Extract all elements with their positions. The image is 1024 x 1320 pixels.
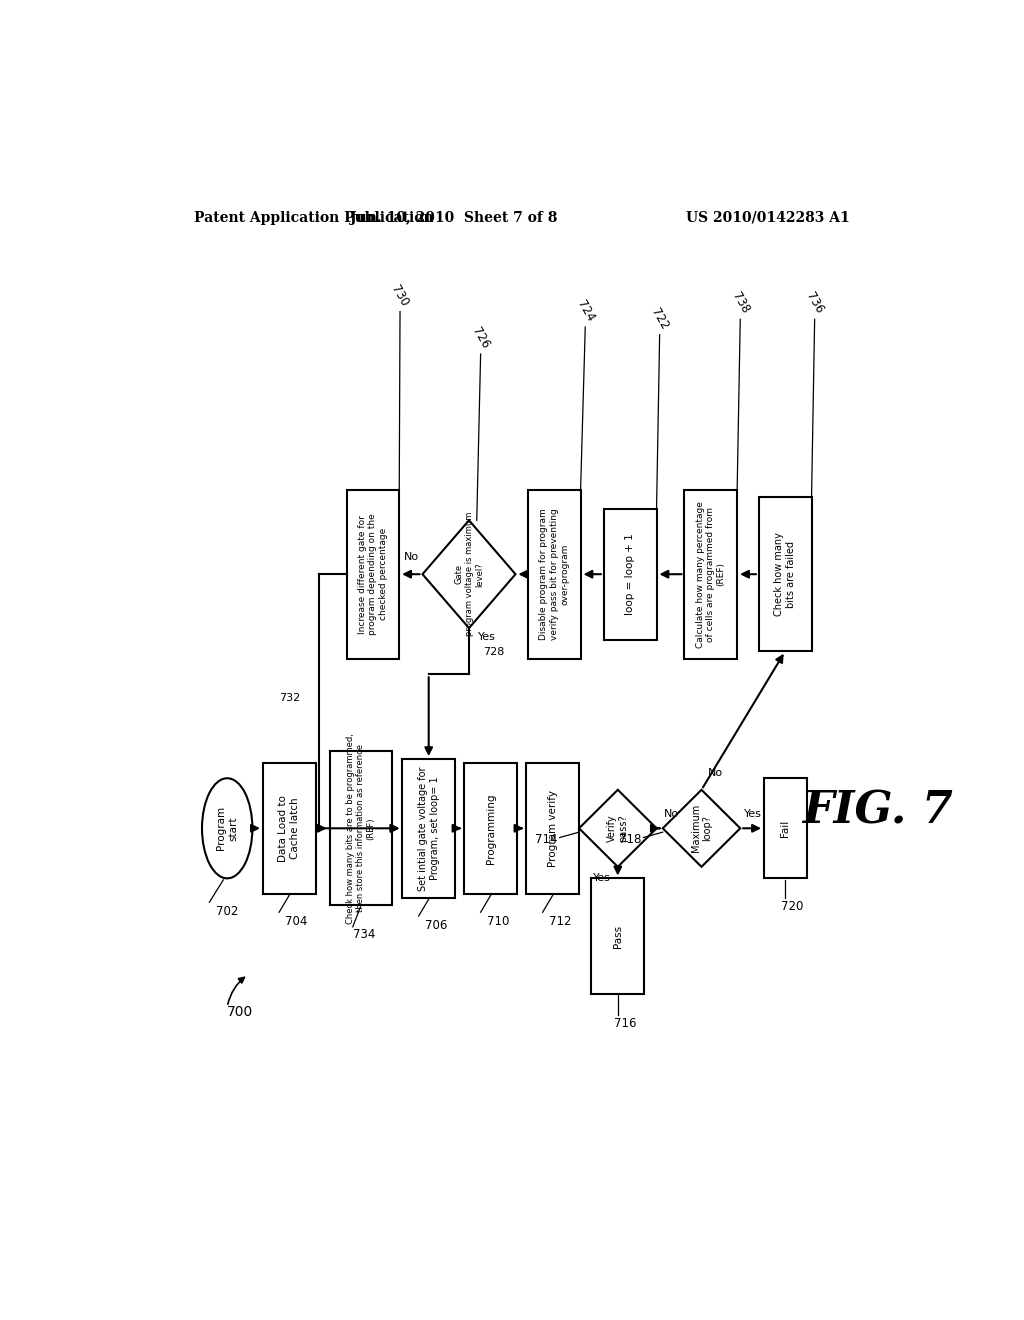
- Text: No: No: [403, 552, 419, 562]
- Text: Yes: Yes: [478, 632, 497, 642]
- Text: 726: 726: [469, 325, 492, 351]
- Bar: [402, 759, 455, 898]
- Text: US 2010/0142283 A1: US 2010/0142283 A1: [686, 211, 850, 224]
- Text: Pass: Pass: [612, 924, 623, 948]
- Bar: [592, 878, 644, 994]
- Ellipse shape: [202, 779, 252, 878]
- Text: 716: 716: [614, 1016, 637, 1030]
- Text: Maximum
loop?: Maximum loop?: [691, 804, 713, 853]
- Text: 702: 702: [216, 906, 238, 919]
- Bar: [528, 490, 581, 659]
- Bar: [263, 763, 315, 894]
- Text: Programming: Programming: [485, 793, 496, 863]
- Text: 712: 712: [549, 915, 571, 928]
- Text: 738: 738: [729, 290, 752, 317]
- Text: Program verify: Program verify: [548, 789, 558, 867]
- Text: Disable program for program
verify pass bit for preventing
over-program: Disable program for program verify pass …: [540, 508, 569, 640]
- Text: Patent Application Publication: Patent Application Publication: [194, 211, 433, 224]
- Text: 718: 718: [618, 833, 641, 846]
- Text: 704: 704: [286, 915, 307, 928]
- Text: Yes: Yes: [593, 873, 611, 883]
- Bar: [684, 490, 737, 659]
- Text: 730: 730: [389, 282, 412, 309]
- Text: 732: 732: [279, 693, 300, 704]
- Text: Set intial gate voltage for
Program, set loop= 1: Set intial gate voltage for Program, set…: [418, 766, 439, 891]
- Text: Data Load to
Cache latch: Data Load to Cache latch: [279, 795, 300, 862]
- Text: Jun. 10, 2010  Sheet 7 of 8: Jun. 10, 2010 Sheet 7 of 8: [350, 211, 557, 224]
- Text: Program
start: Program start: [216, 807, 238, 850]
- Bar: [604, 508, 656, 640]
- Text: 706: 706: [425, 919, 447, 932]
- Text: Check how many bits are to be programmed,
then store this information as referen: Check how many bits are to be programmed…: [346, 733, 376, 924]
- Bar: [759, 498, 812, 651]
- Text: 724: 724: [574, 298, 597, 323]
- Bar: [464, 763, 517, 894]
- Text: Gate
program voltage is maximum
level?: Gate program voltage is maximum level?: [454, 512, 484, 636]
- Text: Fail: Fail: [780, 820, 791, 837]
- Text: Calculate how many percentage
of cells are programmed from
(REF): Calculate how many percentage of cells a…: [696, 500, 726, 648]
- Text: No: No: [665, 809, 680, 818]
- Bar: [526, 763, 579, 894]
- Text: 728: 728: [483, 647, 505, 657]
- Text: 722: 722: [648, 306, 671, 331]
- Text: Check how many
bits are failed: Check how many bits are failed: [774, 532, 796, 616]
- Text: 734: 734: [352, 928, 375, 941]
- Text: Increase different gate for
program depending on the
checked percentage: Increase different gate for program depe…: [358, 513, 388, 635]
- Text: Yes: Yes: [744, 809, 762, 818]
- Text: 720: 720: [781, 900, 804, 913]
- Polygon shape: [663, 789, 740, 867]
- Text: 710: 710: [486, 915, 509, 928]
- Bar: [330, 751, 391, 906]
- Polygon shape: [579, 789, 656, 867]
- Polygon shape: [423, 520, 515, 628]
- Text: 700: 700: [227, 1006, 254, 1019]
- Bar: [346, 490, 399, 659]
- Bar: [764, 779, 807, 878]
- Text: 736: 736: [804, 290, 826, 317]
- Text: loop = loop + 1: loop = loop + 1: [626, 533, 635, 615]
- Text: FIG. 7: FIG. 7: [802, 789, 953, 833]
- Text: No: No: [708, 768, 723, 777]
- Text: Verify
pass?: Verify pass?: [607, 814, 629, 842]
- Text: 714: 714: [535, 833, 557, 846]
